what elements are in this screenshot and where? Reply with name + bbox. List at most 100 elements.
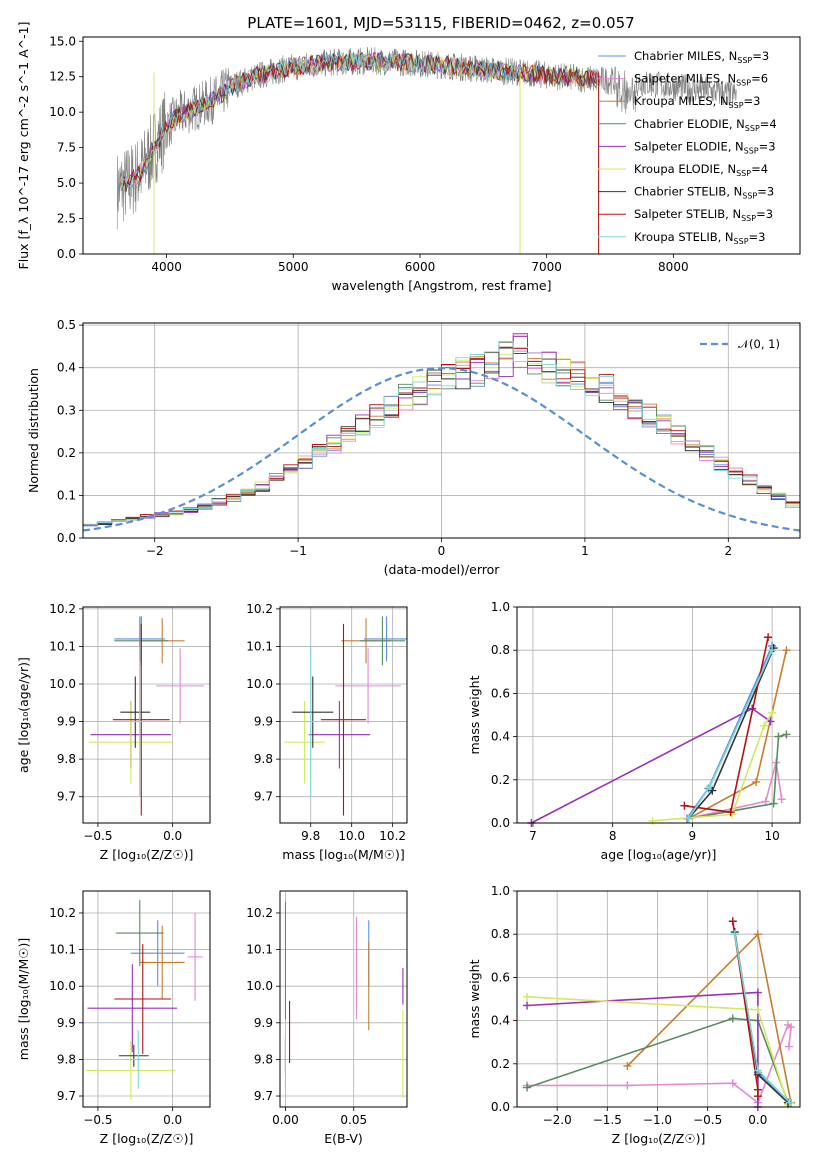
- y-tick-label: 5.0: [57, 176, 76, 190]
- legend-label: Kroupa ELODIE, NSSP=4: [634, 162, 768, 178]
- y-tick-label: 10.0: [49, 979, 76, 993]
- legend-label: Kroupa STELIB, NSSP=3: [634, 230, 765, 246]
- y-tick-label: 2.5: [57, 212, 76, 226]
- mass-weight-line: [686, 762, 783, 820]
- y-axis-label: Normed distribution: [26, 368, 41, 493]
- x-axis-label: Z [log₁₀(Z/Z☉)]: [100, 847, 194, 862]
- mass-weight-marker: [768, 646, 777, 655]
- y-tick-label: 10.2: [49, 906, 76, 920]
- x-tick-label: 0: [438, 544, 446, 558]
- x-axis-label: age [log₁₀(age/yr)]: [601, 847, 717, 862]
- mass-weight-marker: [753, 1005, 762, 1014]
- mass-weight-marker: [774, 732, 783, 741]
- mass-weight-marker: [728, 1079, 737, 1088]
- legend-label: Chabrier MILES, NSSP=3: [634, 49, 769, 65]
- x-tick-label: −1.0: [643, 1113, 672, 1127]
- mass-weight-line: [526, 1017, 789, 1103]
- y-tick-label: 12.5: [49, 70, 76, 84]
- y-tick-label: 9.9: [57, 715, 76, 729]
- y-axis-label: age [log₁₀(age/yr)]: [16, 657, 31, 773]
- plot-frame: [82, 890, 211, 1108]
- model-spectrum-line: [121, 52, 521, 194]
- x-tick-label: 7000: [531, 260, 562, 274]
- legend-label: Salpeter ELODIE, NSSP=3: [634, 139, 776, 155]
- mass-weight-vs-age-panel: 7 8 9 10 0.0 0.2 0.4 0.6 0.8 1.0 age [log₁₀(age/yr…: [467, 600, 801, 862]
- error-bar-group: [284, 616, 407, 816]
- mass-weight-marker: [761, 797, 770, 806]
- mass-weight-marker: [782, 646, 791, 655]
- plot-frame: [279, 606, 408, 824]
- y-tick-label: 1.0: [491, 600, 510, 614]
- y-tick-label: 0.8: [491, 643, 510, 657]
- x-axis-label: mass [log₁₀(M/M☉)]: [282, 847, 404, 862]
- y-tick-label: 15.0: [49, 34, 76, 48]
- y-tick-label: 0.3: [57, 403, 76, 417]
- mass-weight-marker: [728, 917, 737, 926]
- y-tick-label: 9.8: [57, 1052, 76, 1066]
- x-tick-label: 10: [764, 829, 779, 843]
- x-tick-label: −0.5: [83, 1113, 112, 1127]
- y-tick-label: 0.0: [491, 816, 510, 830]
- age-vs-metallicity-panel: −0.5 0.0 9.7 9.8 9.9 10.0 10.1 10.2 Z [log₁₀(Z/Z…: [16, 602, 211, 862]
- y-tick-label: 9.8: [254, 752, 273, 766]
- y-tick-label: 0.6: [491, 970, 510, 984]
- x-axis-label: wavelength [Angstrom, rest frame]: [331, 278, 551, 293]
- x-tick-label: 10.0: [338, 829, 365, 843]
- mass-weight-marker: [708, 786, 717, 795]
- mass-weight-marker: [730, 930, 739, 939]
- x-axis-label: Z [log₁₀(Z/Z☉)]: [100, 1131, 194, 1146]
- mass-weight-marker: [623, 1061, 632, 1070]
- y-tick-label: 10.0: [246, 677, 273, 691]
- y-tick-label: 10.0: [49, 105, 76, 119]
- x-tick-label: 0.05: [340, 1113, 367, 1127]
- y-tick-label: 0.0: [491, 1100, 510, 1114]
- x-tick-label: 7: [529, 829, 537, 843]
- x-tick-label: 10.2: [379, 829, 406, 843]
- y-tick-label: 9.9: [254, 715, 273, 729]
- x-axis-label: (data-model)/error: [384, 562, 501, 577]
- mass-weight-marker: [764, 633, 773, 642]
- mass-weight-marker: [523, 992, 532, 1001]
- x-tick-label: 8: [609, 829, 617, 843]
- mass-weight-marker: [684, 814, 693, 823]
- y-tick-label: 0.2: [491, 1057, 510, 1071]
- x-tick-label: −1: [289, 544, 307, 558]
- legend-label: Salpeter STELIB, NSSP=3: [634, 207, 773, 223]
- y-tick-label: 10.2: [246, 602, 273, 616]
- x-tick-label: −2.0: [543, 1113, 572, 1127]
- x-tick-label: 9.8: [301, 829, 320, 843]
- x-tick-label: 0.0: [163, 1113, 182, 1127]
- y-tick-label: 9.7: [254, 1089, 273, 1103]
- x-tick-label: 9: [689, 829, 697, 843]
- mass-weight-marker: [753, 1092, 762, 1101]
- y-tick-label: 0.6: [491, 686, 510, 700]
- mass-weight-marker: [786, 1023, 795, 1032]
- mass-vs-metallicity-panel: −0.5 0.0 9.7 9.8 9.9 10.0 10.1 10.2 Z [log₁₀(Z/Z…: [16, 890, 211, 1146]
- y-tick-label: 0.1: [57, 488, 76, 502]
- mass-weight-marker: [752, 777, 761, 786]
- residual-histogram-panel: −2 −1 0 1 2 0.0 0.1 0.2 0.3 0.4 0.5 (data-model)/er…: [26, 318, 801, 577]
- mass-weight-marker: [784, 1042, 793, 1051]
- model-spectrum-line: [120, 53, 597, 187]
- y-tick-label: 10.2: [49, 602, 76, 616]
- y-tick-label: 0.4: [491, 730, 510, 744]
- x-tick-label: −1.5: [593, 1113, 622, 1127]
- mass-weight-marker: [753, 930, 762, 939]
- y-tick-label: 9.8: [57, 752, 76, 766]
- y-tick-label: 1.0: [491, 884, 510, 898]
- legend-label: Chabrier ELODIE, NSSP=4: [634, 117, 777, 133]
- plot-frame: [82, 36, 801, 255]
- mass-weight-marker: [782, 730, 791, 739]
- x-tick-label: 2: [724, 544, 732, 558]
- spectrum-panel: 4000 5000 6000 7000 8000 0.0 2.5 5.0 7.5 10.0 12.5…: [16, 22, 801, 293]
- x-tick-label: 5000: [278, 260, 309, 274]
- mass-weight-marker: [760, 721, 769, 730]
- mass-weight-marker: [523, 1001, 532, 1010]
- y-tick-label: 9.7: [57, 790, 76, 804]
- plot-frame: [279, 890, 408, 1108]
- mass-weight-marker: [680, 801, 689, 810]
- y-tick-label: 0.5: [57, 318, 76, 332]
- plot-frame: [82, 606, 211, 824]
- mass-weight-marker: [726, 808, 735, 817]
- y-tick-label: 0.4: [491, 1014, 510, 1028]
